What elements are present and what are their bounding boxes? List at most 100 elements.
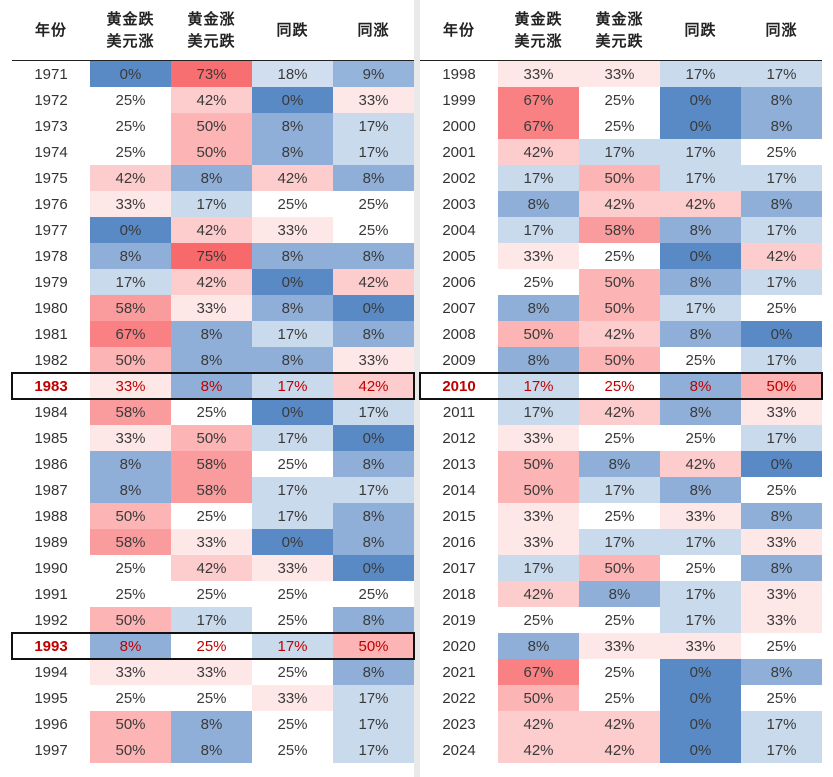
year-cell: 2004 bbox=[442, 221, 476, 239]
table-row: 2010 17% 25% 8% 50% bbox=[420, 373, 822, 399]
heat-cell: 8% bbox=[333, 451, 414, 477]
header-col-2: 黄金涨 美元跌 bbox=[171, 0, 252, 61]
heat-cell: 8% bbox=[333, 503, 414, 529]
heat-cell: 25% bbox=[171, 503, 252, 529]
heat-cell: 50% bbox=[171, 139, 252, 165]
year-cell: 1977 bbox=[34, 221, 68, 239]
heat-cell: 50% bbox=[741, 373, 822, 399]
heat-cell: 25% bbox=[171, 685, 252, 711]
heat-cell: 17% bbox=[171, 191, 252, 217]
table-row: 1979 17% 42% 0% 42% bbox=[12, 269, 414, 295]
heat-cell: 8% bbox=[333, 529, 414, 555]
heat-cell: 25% bbox=[90, 555, 171, 581]
table-row: 2000 67% 25% 0% 8% bbox=[420, 113, 822, 139]
table-row: 1988 50% 25% 17% 8% bbox=[12, 503, 414, 529]
heat-cell: 73% bbox=[171, 60, 252, 87]
table-row: 1991 25% 25% 25% 25% bbox=[12, 581, 414, 607]
table-row: 1980 58% 33% 8% 0% bbox=[12, 295, 414, 321]
table-row: 1990 25% 42% 33% 0% bbox=[12, 555, 414, 581]
heat-cell: 8% bbox=[333, 659, 414, 685]
year-cell: 1986 bbox=[34, 455, 68, 473]
year-cell: 2003 bbox=[442, 195, 476, 213]
heat-cell: 25% bbox=[171, 581, 252, 607]
header-col-3: 同跌 bbox=[660, 0, 741, 61]
year-cell: 2001 bbox=[442, 143, 476, 161]
table-row: 2003 8% 42% 42% 8% bbox=[420, 191, 822, 217]
heat-cell: 42% bbox=[90, 165, 171, 191]
header-year: 年份 bbox=[12, 0, 90, 61]
heat-cell: 8% bbox=[741, 87, 822, 113]
heat-cell: 42% bbox=[171, 217, 252, 243]
year-cell: 2011 bbox=[442, 403, 476, 421]
heat-cell: 8% bbox=[90, 243, 171, 269]
heat-cell: 8% bbox=[90, 477, 171, 503]
heat-cell: 0% bbox=[252, 399, 333, 425]
year-cell: 1979 bbox=[34, 273, 68, 291]
heat-cell: 17% bbox=[660, 607, 741, 633]
heat-cell: 17% bbox=[579, 529, 660, 555]
heat-cell: 17% bbox=[252, 425, 333, 451]
heat-cell: 50% bbox=[90, 711, 171, 737]
year-cell: 1972 bbox=[34, 91, 68, 109]
table-row: 1989 58% 33% 0% 8% bbox=[12, 529, 414, 555]
heat-cell: 58% bbox=[90, 295, 171, 321]
heat-cell: 17% bbox=[498, 373, 579, 399]
year-cell: 1974 bbox=[34, 143, 68, 161]
heat-cell: 25% bbox=[252, 581, 333, 607]
table-row: 1973 25% 50% 8% 17% bbox=[12, 113, 414, 139]
table-row: 1995 25% 25% 33% 17% bbox=[12, 685, 414, 711]
heat-cell: 50% bbox=[579, 555, 660, 581]
header-col-4: 同涨 bbox=[333, 0, 414, 61]
heat-cell: 25% bbox=[741, 477, 822, 503]
table-row: 1975 42% 8% 42% 8% bbox=[12, 165, 414, 191]
heat-cell: 33% bbox=[498, 425, 579, 451]
year-cell: 2013 bbox=[442, 455, 476, 473]
year-cell: 2006 bbox=[442, 273, 476, 291]
year-cell: 1975 bbox=[34, 169, 68, 187]
heat-cell: 17% bbox=[660, 60, 741, 87]
heat-cell: 58% bbox=[171, 451, 252, 477]
year-cell: 2017 bbox=[442, 559, 476, 577]
table-row: 1974 25% 50% 8% 17% bbox=[12, 139, 414, 165]
table-row: 2019 25% 25% 17% 33% bbox=[420, 607, 822, 633]
heat-cell: 8% bbox=[252, 139, 333, 165]
heat-cell: 17% bbox=[252, 321, 333, 347]
heat-cell: 17% bbox=[741, 425, 822, 451]
heat-cell: 75% bbox=[171, 243, 252, 269]
heat-cell: 25% bbox=[579, 87, 660, 113]
year-cell: 2002 bbox=[442, 169, 476, 187]
year-cell: 2022 bbox=[442, 689, 476, 707]
table-row: 1987 8% 58% 17% 17% bbox=[12, 477, 414, 503]
heat-cell: 42% bbox=[252, 165, 333, 191]
heat-cell: 42% bbox=[171, 555, 252, 581]
heat-cell: 17% bbox=[333, 139, 414, 165]
heat-cell: 25% bbox=[333, 191, 414, 217]
heat-cell: 17% bbox=[498, 555, 579, 581]
heat-cell: 50% bbox=[90, 607, 171, 633]
table-row: 2017 17% 50% 25% 8% bbox=[420, 555, 822, 581]
year-cell: 2009 bbox=[442, 351, 476, 369]
heat-cell: 8% bbox=[333, 243, 414, 269]
table-row: 1978 8% 75% 8% 8% bbox=[12, 243, 414, 269]
heat-cell: 8% bbox=[741, 113, 822, 139]
year-cell: 1983 bbox=[34, 377, 68, 395]
year-cell: 1988 bbox=[34, 507, 68, 525]
heat-cell: 50% bbox=[498, 321, 579, 347]
heat-cell: 50% bbox=[579, 347, 660, 373]
heat-cell: 17% bbox=[741, 269, 822, 295]
heat-cell: 33% bbox=[660, 503, 741, 529]
heat-cell: 0% bbox=[660, 737, 741, 763]
heat-cell: 8% bbox=[252, 295, 333, 321]
heat-cell: 25% bbox=[252, 191, 333, 217]
table-row: 1986 8% 58% 25% 8% bbox=[12, 451, 414, 477]
year-cell: 2000 bbox=[442, 117, 476, 135]
table-row: 2021 67% 25% 0% 8% bbox=[420, 659, 822, 685]
table-row: 1994 33% 33% 25% 8% bbox=[12, 659, 414, 685]
heat-cell: 25% bbox=[741, 633, 822, 659]
heat-cell: 25% bbox=[741, 685, 822, 711]
table-row: 2002 17% 50% 17% 17% bbox=[420, 165, 822, 191]
header-col-3: 同跌 bbox=[252, 0, 333, 61]
heat-cell: 25% bbox=[333, 581, 414, 607]
heat-cell: 0% bbox=[333, 425, 414, 451]
table-row: 2012 33% 25% 25% 17% bbox=[420, 425, 822, 451]
